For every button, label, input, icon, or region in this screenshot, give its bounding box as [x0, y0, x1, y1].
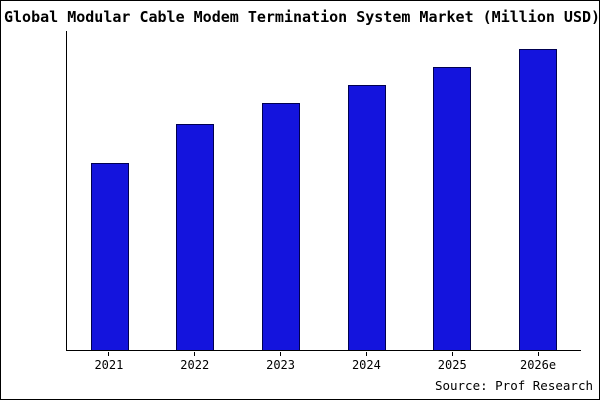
- bar-2026e: [519, 49, 558, 350]
- x-tick-2026e: [537, 352, 539, 356]
- chart-title: Global Modular Cable Modem Termination S…: [4, 8, 600, 26]
- x-label-slot-2023: 2023: [238, 352, 323, 372]
- bar-slot-2022: [153, 31, 238, 350]
- x-label-slot-2022: 2022: [152, 352, 237, 372]
- x-tick-label-2024: 2024: [351, 358, 381, 372]
- x-label-slot-2024: 2024: [324, 352, 409, 372]
- source-credit: Source: Prof Research: [434, 378, 593, 393]
- x-tick-2023: [280, 352, 282, 356]
- x-label-slot-2021: 2021: [66, 352, 151, 372]
- bar-2025: [433, 67, 472, 350]
- x-axis: 2021 2022 2023 2024 2025 2026e: [66, 352, 581, 372]
- bar-2022: [176, 124, 215, 350]
- bar-slot-2021: [67, 31, 152, 350]
- x-tick-label-2026e: 2026e: [519, 358, 557, 372]
- plot-area: [66, 31, 581, 351]
- bar-2024: [347, 85, 386, 350]
- x-tick-2021: [108, 352, 110, 356]
- x-label-slot-2026e: 2026e: [496, 352, 581, 372]
- x-tick-2024: [365, 352, 367, 356]
- x-label-slot-2025: 2025: [410, 352, 495, 372]
- bar-2021: [90, 163, 129, 350]
- bar-slot-2024: [324, 31, 409, 350]
- x-tick-2022: [194, 352, 196, 356]
- bar-slot-2026e: [496, 31, 581, 350]
- x-tick-label-2025: 2025: [437, 358, 467, 372]
- bar-slot-2023: [239, 31, 324, 350]
- x-tick-label-2021: 2021: [94, 358, 124, 372]
- bar-2023: [262, 103, 301, 350]
- x-tick-2025: [451, 352, 453, 356]
- bar-slot-2025: [410, 31, 495, 350]
- x-tick-label-2023: 2023: [266, 358, 296, 372]
- x-tick-label-2022: 2022: [180, 358, 210, 372]
